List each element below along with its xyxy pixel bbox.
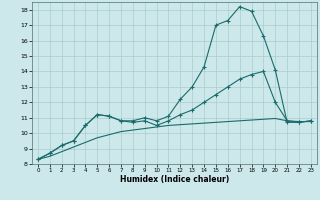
X-axis label: Humidex (Indice chaleur): Humidex (Indice chaleur) [120,175,229,184]
